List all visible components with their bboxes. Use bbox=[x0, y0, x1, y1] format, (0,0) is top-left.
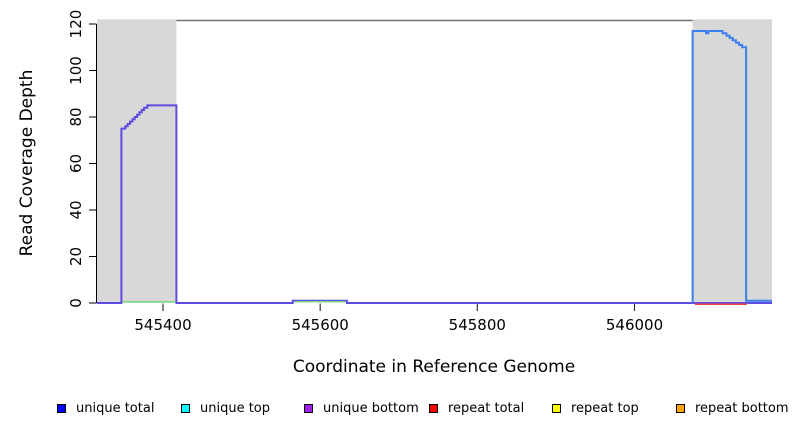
y-tick-label: 40 bbox=[67, 200, 85, 220]
y-tick-label: 120 bbox=[67, 9, 85, 39]
legend-label: repeat bottom bbox=[695, 401, 789, 416]
y-tick-label: 60 bbox=[67, 153, 85, 174]
legend-swatch-icon bbox=[552, 404, 561, 413]
legend-swatch-icon bbox=[57, 404, 66, 413]
legend-label: unique bottom bbox=[323, 401, 419, 416]
series-unique-bottom-coverage bbox=[97, 104, 772, 304]
legend-swatch-icon bbox=[429, 404, 438, 413]
y-tick-label: 20 bbox=[67, 246, 85, 267]
x-tick-label: 545800 bbox=[448, 316, 506, 334]
y-tick-label: 80 bbox=[67, 107, 85, 127]
legend-swatch-icon bbox=[676, 404, 685, 413]
legend-label: repeat total bbox=[448, 401, 525, 416]
x-tick-label: 546000 bbox=[605, 316, 664, 334]
legend-label: repeat top bbox=[571, 401, 639, 416]
x-tick-label: 545600 bbox=[291, 316, 349, 334]
y-tick-label: 100 bbox=[67, 56, 85, 85]
y-axis-title: Read Coverage Depth bbox=[17, 69, 37, 257]
x-tick-label: 545400 bbox=[134, 316, 192, 334]
legend-swatch-icon bbox=[304, 404, 313, 413]
legend-label: unique total bbox=[76, 401, 155, 416]
y-tick-label: 0 bbox=[67, 298, 85, 308]
right-gray-band bbox=[692, 19, 772, 304]
legend-swatch-icon bbox=[181, 404, 190, 413]
left-gray-band bbox=[97, 19, 177, 304]
x-axis-title: Coordinate in Reference Genome bbox=[292, 357, 576, 377]
series-unique-total-coverage bbox=[691, 30, 772, 303]
legend-label: unique top bbox=[200, 401, 271, 416]
